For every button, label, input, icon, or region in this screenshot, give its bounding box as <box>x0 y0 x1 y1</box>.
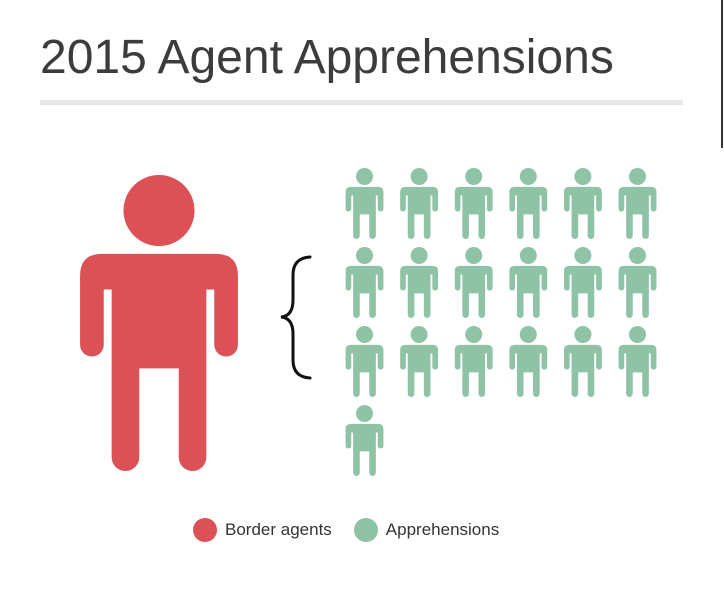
apprehension-figure <box>454 168 493 239</box>
apprehension-figure <box>618 168 657 239</box>
apprehension-figure <box>618 326 657 397</box>
legend-item-border-agents: Border agents <box>193 518 332 542</box>
apprehension-figure <box>454 247 493 318</box>
curly-brace <box>280 255 312 380</box>
legend-label-border-agents: Border agents <box>225 520 332 539</box>
border-agents-group <box>80 175 238 471</box>
apprehension-figure <box>563 326 602 397</box>
pictogram-chart <box>80 168 657 476</box>
apprehension-figure <box>509 168 548 239</box>
border-agent-figure <box>80 175 238 471</box>
apprehension-figure <box>618 247 657 318</box>
apprehension-figure <box>454 326 493 397</box>
legend: Border agents Apprehensions <box>193 516 521 544</box>
legend-label-apprehensions: Apprehensions <box>385 520 500 539</box>
legend-swatch-border-agents <box>193 518 217 542</box>
apprehension-figure <box>400 326 439 397</box>
apprehensions-group <box>345 168 657 476</box>
apprehension-figure <box>345 247 384 318</box>
apprehension-figure <box>400 168 439 239</box>
apprehension-figure <box>345 168 384 239</box>
title-underline <box>40 100 683 105</box>
legend-swatch-apprehensions <box>353 518 378 542</box>
apprehension-figure <box>563 168 602 239</box>
apprehension-figure <box>509 326 548 397</box>
apprehension-figure <box>563 247 602 318</box>
apprehension-figure <box>400 247 439 318</box>
legend-item-apprehensions: Apprehensions <box>353 518 500 542</box>
apprehension-figure <box>345 405 384 476</box>
scrollbar-edge <box>721 0 723 148</box>
apprehension-figure <box>345 326 384 397</box>
apprehension-figure <box>509 247 548 318</box>
chart-title: 2015 Agent Apprehensions <box>40 31 614 84</box>
